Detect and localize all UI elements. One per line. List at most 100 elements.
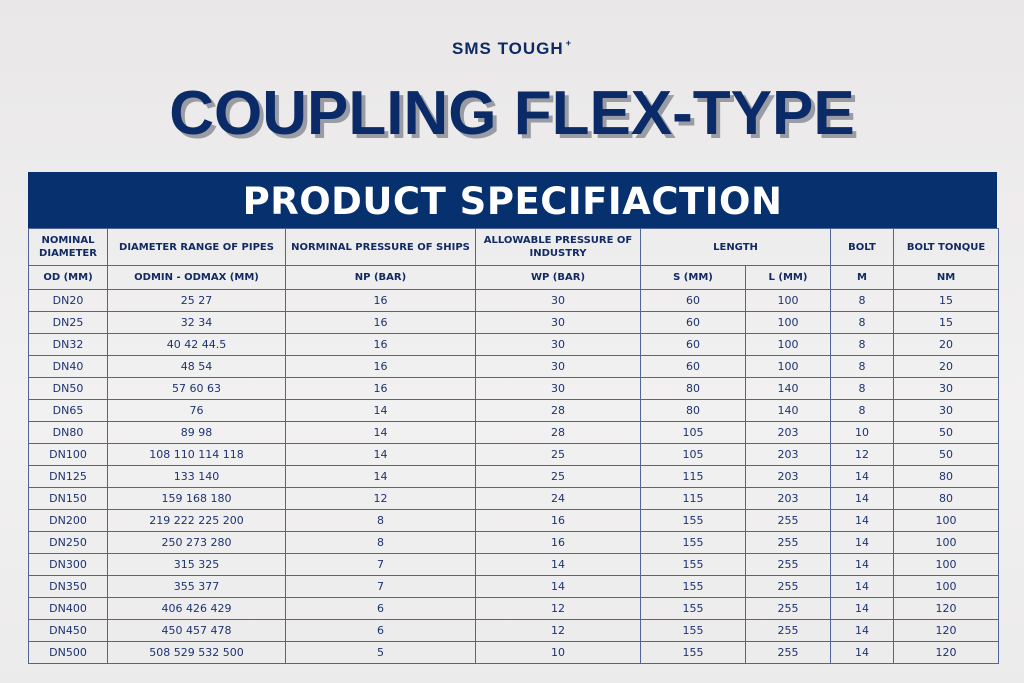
unit-header: WP (BAR) [475,265,641,290]
table-cell: 155 [640,531,746,554]
table-cell: 14 [475,553,641,576]
table-cell: 155 [640,597,746,620]
table-cell: 16 [285,333,476,356]
table-cell: 30 [475,289,641,312]
table-cell: 14 [830,465,895,488]
table-cell: 20 [893,355,1000,378]
table-cell: 450 457 478 [107,619,286,642]
table-cell: 14 [830,553,895,576]
table-cell: DN450 [28,619,108,642]
table-cell: 133 140 [107,465,286,488]
table-cell: 155 [640,619,746,642]
table-cell: 16 [285,311,476,334]
table-cell: 16 [285,289,476,312]
table-row: DN300 315 325 7 14 155 255 14 100 [28,553,1000,576]
table-cell: 8 [285,509,476,532]
table-cell: 89 98 [107,421,286,444]
brand-logo: SMS TOUGH + [0,38,1024,59]
unit-header: NM [893,265,1000,290]
table-cell: 12 [475,597,641,620]
table-cell: 115 [640,465,746,488]
table-cell: DN20 [28,289,108,312]
table-cell: 30 [475,355,641,378]
table-cell: 159 168 180 [107,487,286,510]
table-cell: 219 222 225 200 [107,509,286,532]
table-cell: 250 273 280 [107,531,286,554]
table-cell: 203 [744,443,832,466]
table-cell: 48 54 [107,355,286,378]
table-row: DN125 133 140 14 25 115 203 14 80 [28,465,1000,488]
table-cell: DN250 [28,531,108,554]
table-cell: 60 [640,311,746,334]
table-cell: 100 [744,311,832,334]
table-cell: 355 377 [107,575,286,598]
table-cell: 30 [475,311,641,334]
table-cell: 24 [475,487,641,510]
header-row-units: OD (MM) ODMIN - ODMAX (MM) NP (BAR) WP (BAR… [28,265,1000,290]
table-cell: 14 [830,641,895,664]
table-body: DN20 25 27 16 30 60 100 8 15 DN25 32 34 16 30 60 100 8… [28,289,1000,664]
table-row: DN500 508 529 532 500 5 10 155 255 14 120 [28,641,1000,664]
table-banner: PRODUCT SPECIFIACTION [28,172,997,228]
table-cell: 203 [744,421,832,444]
table-row: DN40 48 54 16 30 60 100 8 20 [28,355,1000,378]
table-row: DN20 25 27 16 30 60 100 8 15 [28,289,1000,312]
table-cell: 255 [744,597,832,620]
table-cell: 100 [893,531,1000,554]
table-cell: DN50 [28,377,108,400]
table-cell: 140 [744,377,832,400]
table-cell: 14 [830,509,895,532]
table-cell: 50 [893,443,1000,466]
table-cell: 14 [285,443,476,466]
column-header: BOLT [830,228,895,266]
column-header: DIAMETER RANGE OF PIPES [107,228,286,266]
table-cell: 255 [744,641,832,664]
table-cell: 57 60 63 [107,377,286,400]
table-cell: 155 [640,641,746,664]
table-cell: 80 [893,487,1000,510]
table-cell: 120 [893,619,1000,642]
table-cell: 50 [893,421,1000,444]
unit-header: ODMIN - ODMAX (MM) [107,265,286,290]
table-cell: 100 [893,575,1000,598]
table-cell: 15 [893,289,1000,312]
table-cell: 100 [744,355,832,378]
table-cell: 12 [285,487,476,510]
table-cell: 155 [640,575,746,598]
header-row-labels: NOMINAL DIAMETER DIAMETER RANGE OF PIPES N… [28,228,1000,266]
table-cell: 80 [640,399,746,422]
table-cell: 25 [475,443,641,466]
table-cell: DN150 [28,487,108,510]
table-cell: 28 [475,399,641,422]
table-row: DN32 40 42 44.5 16 30 60 100 8 20 [28,333,1000,356]
table-cell: DN32 [28,333,108,356]
table-cell: 8 [830,289,895,312]
table-cell: 203 [744,487,832,510]
table-cell: 255 [744,553,832,576]
page-title: COUPLING FLEX-TYPE [169,79,855,148]
table-cell: DN40 [28,355,108,378]
table-cell: 32 34 [107,311,286,334]
table-cell: DN350 [28,575,108,598]
table-cell: 14 [475,575,641,598]
table-row: DN65 76 14 28 80 140 8 30 [28,399,1000,422]
table-cell: 12 [475,619,641,642]
table-cell: 12 [830,443,895,466]
table-cell: 16 [475,509,641,532]
table-cell: 14 [830,597,895,620]
table-cell: 140 [744,399,832,422]
table-cell: 7 [285,553,476,576]
table-cell: 203 [744,465,832,488]
table-cell: 30 [893,377,1000,400]
table-cell: 25 27 [107,289,286,312]
table-cell: 15 [893,311,1000,334]
table-row: DN150 159 168 180 12 24 115 203 14 80 [28,487,1000,510]
column-header: ALLOWABLE PRESSURE OF INDUSTRY [475,228,641,266]
table-cell: 120 [893,597,1000,620]
table-row: DN200 219 222 225 200 8 16 155 255 14 100 [28,509,1000,532]
table-cell: 105 [640,443,746,466]
table-cell: 80 [640,377,746,400]
table-cell: DN400 [28,597,108,620]
table-cell: 115 [640,487,746,510]
table-cell: 30 [893,399,1000,422]
